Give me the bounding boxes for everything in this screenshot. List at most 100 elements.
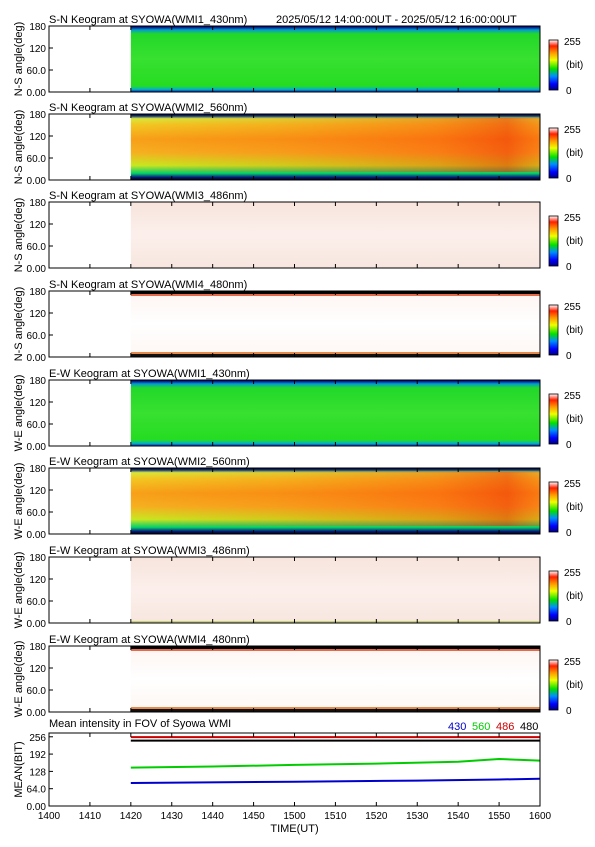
colorbar (548, 127, 559, 179)
keogram-panel: S-N Keogram at SYOWA(WMI2_560nm) 0.00 60.0… (13, 102, 583, 187)
colorbar-min-label: 0 (566, 440, 572, 451)
colorbar-max-label: 255 (564, 125, 581, 136)
colorbar-max-label: 255 (564, 568, 581, 579)
y-tick-label: 60.0 (27, 66, 47, 77)
colorbar-min-label: 0 (566, 528, 572, 539)
series-line-560 (130, 757, 541, 769)
mean-intensity-panel: Mean intensity in FOV of Syowa WMI 430 560… (13, 718, 552, 835)
y-tick-label: 0.00 (27, 708, 47, 719)
keogram-image (130, 291, 541, 357)
x-tick-label: 1530 (406, 811, 429, 822)
y-tick-label: 0.00 (27, 619, 47, 630)
x-tick-label: 1430 (161, 811, 184, 822)
keogram-title: E-W Keogram at SYOWA(WMI3_486nm) (49, 545, 250, 557)
y-tick-label: 192 (29, 750, 46, 761)
colorbar-min-label: 0 (566, 706, 572, 717)
keogram-image (130, 380, 541, 446)
y-tick-label: 180 (29, 642, 46, 653)
y-axis-label: N-S angle(deg) (13, 287, 25, 362)
colorbar-min-label: 0 (566, 351, 572, 362)
x-axis-label: TIME(UT) (270, 823, 318, 835)
colorbar (548, 570, 559, 622)
colorbar (548, 481, 559, 533)
y-tick-label: 64.0 (27, 785, 47, 796)
x-tick-label: 1510 (324, 811, 347, 822)
colorbar (548, 215, 559, 267)
y-tick-label: 60.0 (27, 686, 47, 697)
y-tick-label: 0.00 (27, 530, 47, 541)
time-range-label: 2025/05/12 14:00:00UT - 2025/05/12 16:00… (276, 14, 517, 26)
colorbar-unit-label: (bit) (566, 591, 583, 602)
colorbar-unit-label: (bit) (566, 502, 583, 513)
colorbar-max-label: 255 (564, 657, 581, 668)
legend-entry-480: 480 (520, 721, 538, 733)
colorbar-min-label: 0 (566, 174, 572, 185)
keogram-panel: S-N Keogram at SYOWA(WMI4_480nm) 0.00 60.0… (13, 279, 583, 364)
x-tick-label: 1400 (38, 811, 61, 822)
x-tick-label: 1500 (283, 811, 306, 822)
keogram-title: S-N Keogram at SYOWA(WMI4_480nm) (49, 279, 247, 291)
colorbar-max-label: 255 (564, 391, 581, 402)
mean-chart-frame (48, 732, 541, 807)
colorbar-min-label: 0 (566, 617, 572, 628)
y-tick-label: 120 (29, 220, 46, 231)
series-line-430 (130, 777, 541, 784)
keogram-image (130, 557, 541, 623)
y-tick-label: 0.00 (27, 176, 47, 187)
legend-entry-430: 430 (448, 721, 466, 733)
y-axis-label: W-E angle(deg) (13, 375, 25, 452)
y-tick-label: 120 (29, 664, 46, 675)
legend-entry-486: 486 (496, 721, 514, 733)
colorbar-unit-label: (bit) (566, 148, 583, 159)
keogram-image (130, 646, 541, 712)
keogram-panel: S-N Keogram at SYOWA(WMI3_486nm) 0.00 60.0… (13, 190, 583, 275)
legend-entry-560: 560 (472, 721, 490, 733)
keogram-panel: E-W Keogram at SYOWA(WMI1_430nm) 0.00 60.0… (13, 368, 583, 453)
y-tick-label: 0.00 (27, 802, 47, 813)
colorbar (548, 659, 559, 711)
y-axis-label: W-E angle(deg) (13, 641, 25, 718)
colorbar-unit-label: (bit) (566, 414, 583, 425)
keogram-title: E-W Keogram at SYOWA(WMI2_560nm) (49, 456, 250, 468)
x-tick-label: 1420 (120, 811, 143, 822)
y-tick-label: 120 (29, 132, 46, 143)
colorbar-unit-label: (bit) (566, 325, 583, 336)
keogram-intensity-overlay (130, 471, 541, 527)
y-tick-label: 0.00 (27, 442, 47, 453)
y-axis-label: W-E angle(deg) (13, 463, 25, 540)
y-tick-label: 0.00 (27, 88, 47, 99)
keogram-panel: E-W Keogram at SYOWA(WMI3_486nm) 0.00 60.0… (13, 545, 583, 630)
x-tick-label: 1410 (79, 811, 102, 822)
x-tick-label: 1540 (447, 811, 470, 822)
x-tick-label: 1520 (365, 811, 388, 822)
x-tick-label: 1550 (488, 811, 511, 822)
keogram-title: E-W Keogram at SYOWA(WMI1_430nm) (49, 368, 250, 380)
y-tick-label: 120 (29, 398, 46, 409)
y-tick-label: 60.0 (27, 242, 47, 253)
y-axis-label: N-S angle(deg) (13, 22, 25, 97)
keogram-panel: E-W Keogram at SYOWA(WMI2_560nm) 0.00 60.0… (13, 456, 583, 541)
colorbar-max-label: 255 (564, 302, 581, 313)
colorbar-min-label: 0 (566, 262, 572, 273)
x-tick-label: 1450 (242, 811, 265, 822)
y-tick-label: 60.0 (27, 154, 47, 165)
colorbar-unit-label: (bit) (566, 236, 583, 247)
y-tick-label: 120 (29, 486, 46, 497)
colorbar-min-label: 0 (566, 86, 572, 97)
y-tick-label: 180 (29, 287, 46, 298)
y-tick-label: 120 (29, 309, 46, 320)
keogram-title: S-N Keogram at SYOWA(WMI1_430nm) (49, 14, 247, 26)
y-tick-label: 0.00 (27, 264, 47, 275)
y-tick-label: 180 (29, 464, 46, 475)
keogram-panels: S-N Keogram at SYOWA(WMI1_430nm) 2025/05/… (13, 14, 583, 719)
keogram-image (130, 26, 541, 92)
keogram-panel: E-W Keogram at SYOWA(WMI4_480nm) 0.00 60.0… (13, 634, 583, 719)
colorbar-unit-label: (bit) (566, 60, 583, 71)
keogram-title: S-N Keogram at SYOWA(WMI3_486nm) (49, 190, 247, 202)
y-tick-label: 60.0 (27, 508, 47, 519)
x-tick-label: 1600 (529, 811, 552, 822)
colorbar-max-label: 255 (564, 479, 581, 490)
y-tick-label: 128 (29, 767, 46, 778)
y-tick-label: 60.0 (27, 420, 47, 431)
y-tick-label: 120 (29, 44, 46, 55)
